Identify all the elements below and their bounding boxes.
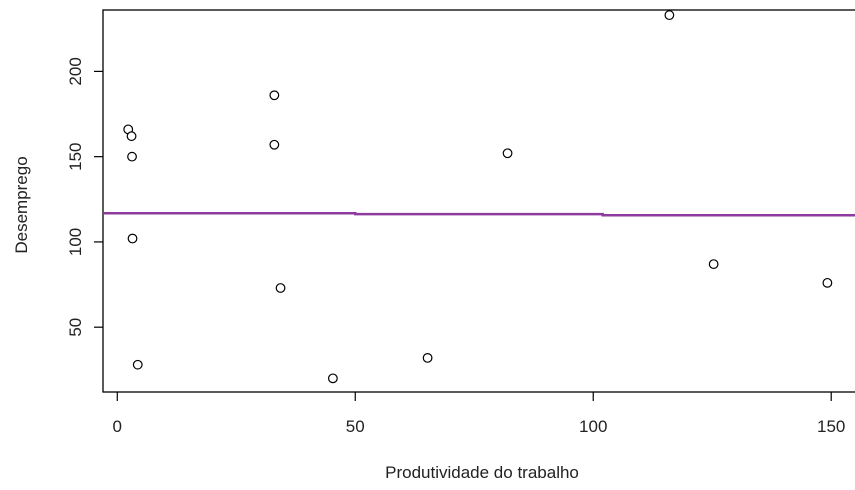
data-point <box>132 359 143 370</box>
y-tick-label: 200 <box>66 57 85 85</box>
data-point <box>127 233 138 244</box>
x-tick-label: 150 <box>817 417 845 436</box>
y-tick-label: 100 <box>66 228 85 256</box>
data-point <box>269 90 280 101</box>
data-point <box>275 283 286 293</box>
y-axis-title: Desemprego <box>12 156 31 253</box>
data-points <box>123 10 833 384</box>
data-point <box>422 352 433 363</box>
data-point <box>269 139 280 150</box>
plot-frame <box>102 9 855 393</box>
y-tick-label: 150 <box>66 142 85 170</box>
y-tick-label: 50 <box>66 318 85 337</box>
data-point <box>664 10 675 21</box>
y-axis: 50 100 150 200 <box>66 57 103 337</box>
data-point <box>327 373 338 384</box>
x-tick-label: 50 <box>346 417 365 436</box>
trend-line <box>103 212 855 217</box>
data-point <box>127 151 137 162</box>
data-point <box>126 131 137 142</box>
x-tick-label: 0 <box>113 417 122 436</box>
trend-line-group <box>103 212 855 217</box>
data-point <box>708 259 719 269</box>
x-axis-title: Produtividade do trabalho <box>385 463 579 482</box>
plot-area <box>102 9 855 393</box>
x-tick-label: 100 <box>579 417 607 436</box>
data-point <box>502 148 513 159</box>
data-point <box>822 277 833 288</box>
x-axis: 0 50 100 150 <box>113 392 845 436</box>
